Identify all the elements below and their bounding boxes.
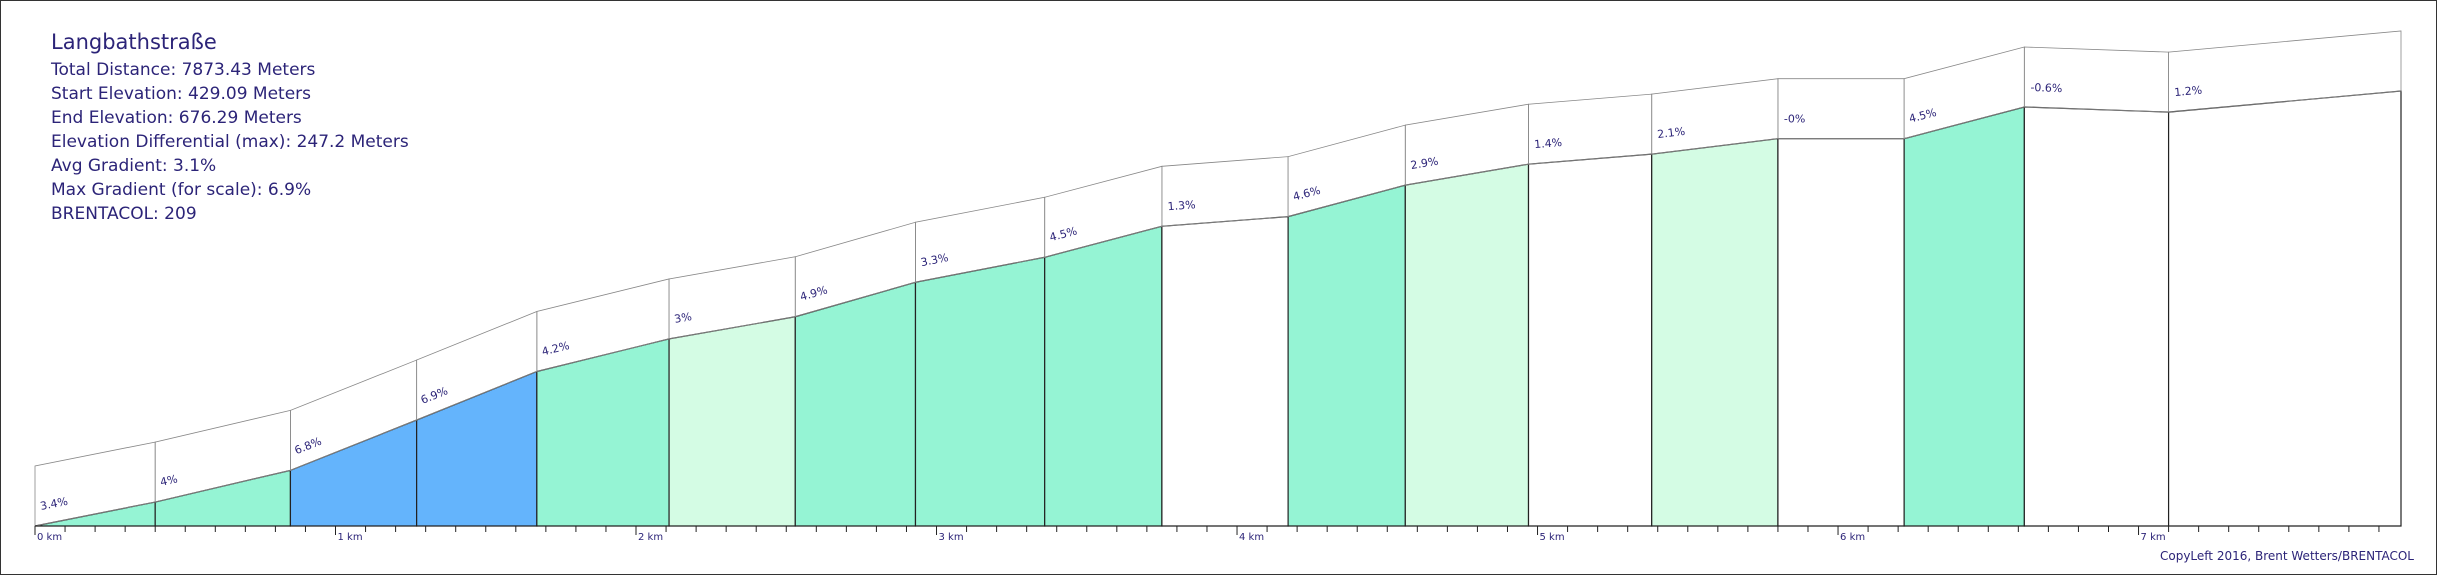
end-elevation: End Elevation: 676.29 Meters <box>51 108 302 128</box>
total-distance: Total Distance: 7873.43 Meters <box>51 60 316 80</box>
segment-area <box>1404 163 1530 527</box>
segment-gradient-label: 4.6% <box>1292 184 1322 204</box>
start-elevation: Start Elevation: 429.09 Meters <box>51 84 312 104</box>
km-tick-label: 4 km <box>1239 532 1264 543</box>
segment-area <box>1651 137 1779 527</box>
segment-gradient-label: 3.4% <box>39 495 69 513</box>
elevation-differential: Elevation Differential (max): 247.2 Mete… <box>51 132 409 152</box>
segment-area <box>794 281 917 527</box>
km-tick-label: 1 km <box>338 532 363 543</box>
segment-label-box <box>1777 78 1905 140</box>
segment-area <box>1161 215 1289 527</box>
segment-gradient-label: 4.5% <box>1908 106 1938 126</box>
segment-area <box>2023 106 2170 527</box>
segment-area <box>668 316 796 527</box>
segment-area <box>1903 106 2025 527</box>
km-tick-label: 5 km <box>1540 532 1565 543</box>
segment-gradient-label: 2.1% <box>1657 125 1686 141</box>
segment-gradient-label: 3.3% <box>920 251 950 269</box>
segment-gradient-label: 3% <box>673 310 692 326</box>
segment-area <box>1287 184 1406 527</box>
segment-area <box>289 419 418 527</box>
segment-gradient-label: -0% <box>1784 113 1805 126</box>
segment-gradient-label: -0.6% <box>2030 81 2062 95</box>
segment-label-box <box>1528 93 1653 165</box>
segment-fills <box>34 90 2402 527</box>
segment-area <box>1044 225 1163 527</box>
segment-gradient-label: 4% <box>159 472 179 489</box>
segment-gradient-label: 1.4% <box>1534 136 1563 151</box>
route-info-panel: Langbathstraße Total Distance: 7873.43 M… <box>51 28 409 226</box>
segment-gradient-label: 6.8% <box>293 435 324 457</box>
segment-area <box>914 256 1046 527</box>
segment-area <box>1777 138 1905 527</box>
segment-label-box <box>1161 156 1289 227</box>
segment-gradient-label: 1.3% <box>1167 198 1196 213</box>
segment-gradient-label: 4.9% <box>799 283 829 303</box>
segment-area <box>1527 153 1653 527</box>
km-tick-label: 6 km <box>1840 532 1865 543</box>
segment-gradient-label: 4.5% <box>1048 224 1078 244</box>
max-gradient: Max Gradient (for scale): 6.9% <box>51 180 312 200</box>
brentacol-score: BRENTACOL: 209 <box>51 204 197 224</box>
segment-gradient-label: 4.2% <box>540 339 570 358</box>
segment-gradient-label: 1.2% <box>2174 84 2203 99</box>
km-tick-label: 0 km <box>37 532 62 543</box>
distance-axis: 0 km 1 km 2 km 3 km 4 km 5 km 6 km 7 km <box>34 525 2401 543</box>
route-title: Langbathstraße <box>51 30 217 54</box>
km-tick-label: 2 km <box>638 532 663 543</box>
avg-gradient: Avg Gradient: 3.1% <box>51 156 217 176</box>
km-tick-label: 7 km <box>2141 532 2166 543</box>
copyleft-credit: CopyLeft 2016, Brent Wetters/BRENTACOL <box>2159 549 2414 563</box>
segment-label-box <box>2168 30 2402 113</box>
segment-gradient-label: 2.9% <box>1410 155 1440 173</box>
km-tick-label: 3 km <box>939 532 964 543</box>
segment-area <box>2167 90 2402 527</box>
segment-gradient-label: 6.9% <box>419 384 450 407</box>
segment-label-box <box>2023 46 2169 113</box>
